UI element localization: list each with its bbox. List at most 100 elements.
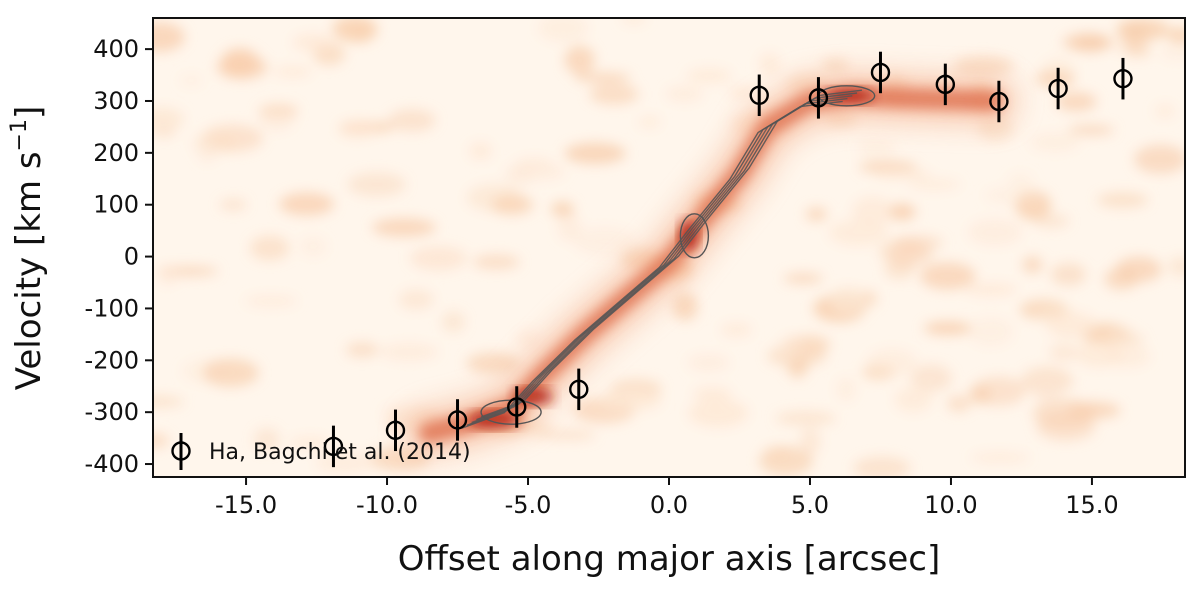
- data-point: [1113, 68, 1133, 89]
- contour-loop: [679, 213, 710, 259]
- legend: Ha, Bagchi et al. (2014): [171, 433, 471, 470]
- noise-blob: [856, 140, 896, 157]
- noise-blob: [1075, 340, 1124, 368]
- data-point: [1048, 78, 1068, 99]
- noise-blob: [1062, 33, 1113, 52]
- noise-blob: [853, 456, 911, 477]
- noise-blob: [537, 18, 589, 42]
- data-point: [323, 436, 344, 457]
- noise-blob: [179, 74, 203, 87]
- noise-blob: [196, 136, 218, 163]
- noise-blob: [409, 246, 467, 271]
- noise-blob: [866, 348, 917, 376]
- noise-blob: [1035, 70, 1076, 88]
- x-tick-label: -15.0: [215, 491, 277, 519]
- noise-blob: [953, 56, 1014, 77]
- data-point: [935, 74, 956, 95]
- noise-blob: [273, 66, 312, 78]
- noise-blob: [515, 329, 540, 348]
- noise-blob: [299, 236, 328, 257]
- noise-blob: [835, 377, 856, 402]
- noise-blob: [220, 47, 260, 77]
- x-tick-label: 0.0: [650, 491, 688, 519]
- y-tick-label: 0: [124, 243, 139, 271]
- noise-blob: [688, 398, 749, 428]
- y-axis-ticks: -400 -300 -200 -100 0 100 200 300 400: [85, 35, 153, 478]
- y-tick-label: 100: [93, 191, 139, 219]
- noise-blob: [504, 164, 533, 188]
- noise-blob: [692, 386, 732, 401]
- noise-blob: [540, 429, 596, 440]
- noise-blob: [638, 116, 661, 128]
- noise-blob: [1068, 401, 1121, 419]
- noise-blob: [1154, 103, 1176, 119]
- y-tick-label: 400: [93, 35, 139, 63]
- noise-blob: [910, 364, 952, 392]
- data-point: [749, 85, 769, 105]
- noise-blob: [253, 427, 280, 452]
- legend-label: Ha, Bagchi et al. (2014): [209, 440, 471, 465]
- y-axis-title-end: ]: [9, 106, 49, 119]
- noise-blob: [564, 142, 626, 164]
- noise-blob: [894, 386, 933, 413]
- y-tick-label: -400: [85, 450, 139, 478]
- y-axis-title-sup: −1: [7, 119, 32, 151]
- noise-blob: [347, 172, 406, 197]
- noise-blob: [258, 108, 295, 132]
- x-tick-label: 10.0: [924, 491, 977, 519]
- noise-blob: [970, 452, 1030, 464]
- noise-blob: [289, 436, 332, 450]
- noise-blob: [821, 58, 849, 72]
- y-axis-title: Velocity [km s−1]: [7, 106, 49, 390]
- y-tick-label: -300: [85, 398, 139, 426]
- data-points: [323, 51, 1133, 468]
- x-tick-label: -5.0: [505, 491, 552, 519]
- noise-blob: [337, 119, 378, 139]
- noise-blob: [967, 219, 1023, 246]
- noise-blob: [1067, 124, 1115, 136]
- noise-blob: [564, 45, 595, 75]
- noise-blob: [388, 109, 436, 132]
- noise-blob: [315, 452, 375, 474]
- noise-blob: [292, 33, 334, 52]
- noise-blob: [153, 22, 185, 52]
- noise-blob: [551, 201, 574, 217]
- noise-blob: [852, 196, 893, 227]
- data-point: [507, 397, 527, 417]
- y-axis-title-main: Velocity [km s: [9, 151, 49, 390]
- noise-blob: [923, 321, 972, 335]
- noise-blob: [828, 219, 890, 246]
- noise-blob: [968, 385, 992, 405]
- noise-blob: [1134, 144, 1185, 174]
- noise-blob: [687, 353, 730, 372]
- noise-blob: [783, 273, 823, 284]
- noise-blob: [1097, 192, 1149, 208]
- noise-blob: [202, 358, 259, 387]
- noise-blob: [557, 214, 582, 242]
- noise-blob: [968, 317, 1014, 347]
- noise-blob: [887, 203, 916, 221]
- noise-blob: [878, 239, 928, 264]
- noise-blob: [379, 343, 439, 361]
- noise-blob: [964, 283, 1018, 296]
- noise-blob: [920, 262, 976, 290]
- noise-layer: [153, 18, 1185, 477]
- noise-blob: [598, 388, 662, 412]
- noise-blob: [441, 311, 466, 333]
- noise-blob: [672, 292, 698, 321]
- y-tick-label: 300: [93, 87, 139, 115]
- x-tick-label: 15.0: [1065, 491, 1118, 519]
- noise-blob: [1050, 263, 1087, 286]
- y-tick-label: -100: [85, 294, 139, 322]
- y-tick-label: 200: [93, 139, 139, 167]
- noise-blob: [372, 218, 436, 237]
- noise-blob: [472, 254, 520, 270]
- x-tick-label: -10.0: [356, 491, 418, 519]
- noise-blob: [907, 179, 961, 190]
- legend-circle: [171, 441, 191, 461]
- noise-blob: [984, 186, 1044, 205]
- noise-blob: [345, 342, 379, 358]
- noise-blob: [758, 52, 781, 76]
- noise-blob: [1022, 256, 1043, 274]
